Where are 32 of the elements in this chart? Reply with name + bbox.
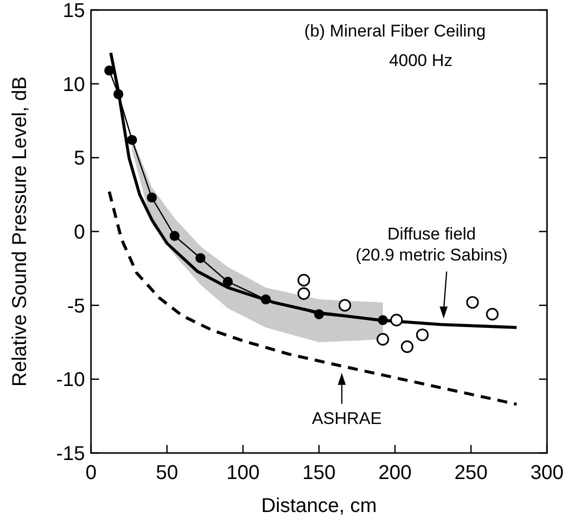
x-tick-label: 250 [454,462,488,484]
text: (b) Mineral Fiber Ceiling [304,22,486,41]
line-series [108,190,518,406]
y-tick-label: 10 [62,74,85,96]
point [195,253,206,264]
point [298,287,310,300]
point [170,230,180,241]
point [376,332,390,346]
annotation: Diffuse field (20.9 metric Sabins) [356,224,508,265]
y-tick-label: -5 [67,295,85,318]
point [390,314,403,326]
point [298,274,310,287]
point [486,308,499,320]
y-tick-label: -10 [56,369,85,392]
point [222,276,233,287]
point [146,192,157,203]
y-tick-label: 5 [74,148,85,170]
y-tick-label: 0 [74,222,85,244]
point [400,340,414,353]
x-tick-label: 150 [302,462,336,484]
y-tick-label: -15 [56,443,85,465]
point [338,299,352,312]
x-tick-label: 50 [156,462,178,484]
x-tick-label: 200 [378,462,412,484]
x-tick-label: 300 [530,462,564,484]
y-axis-title: Relative Sound Pressure Level, dB [9,76,31,387]
point [127,134,138,145]
y-tick-label: 15 [62,0,85,22]
x-axis-title: Distance, cm [261,495,377,517]
text: 4000 Hz [389,51,453,70]
x-tick-label: 100 [226,462,260,484]
annotation: ASHRAE [312,408,382,428]
